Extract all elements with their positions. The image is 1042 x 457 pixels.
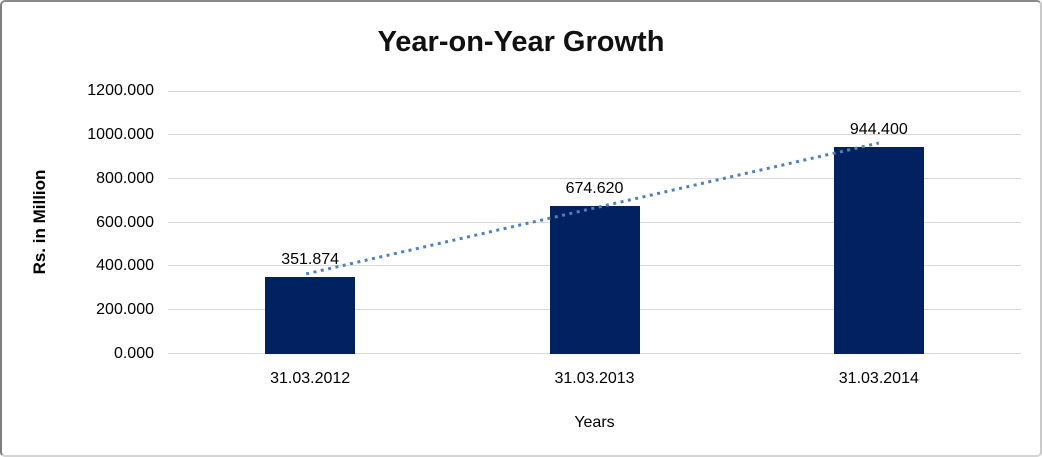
y-tick-label: 0.000 [113, 345, 154, 362]
x-tick-label: 31.03.2013 [554, 370, 635, 387]
trendline [305, 141, 880, 276]
gridline [168, 177, 1021, 179]
x-tick-label: 31.03.2012 [270, 370, 351, 387]
bar [265, 276, 356, 354]
y-tick-label: 200.000 [96, 301, 154, 319]
y-axis-tick-labels: 0.000 200.000 400.000 600.000 800.000 1000.00… [2, 82, 154, 362]
y-tick-label: 600.000 [96, 213, 154, 231]
chart-title: Year-on-Year Growth [377, 26, 665, 58]
y-tick-label: 800.000 [96, 169, 154, 187]
bar-value-label: 674.620 [565, 180, 624, 198]
bar [833, 147, 924, 354]
bar-value-label: 351.874 [281, 250, 340, 268]
bar [549, 206, 640, 354]
gridline [168, 91, 1021, 92]
plot-area: 351.874 674.620 944.400 [168, 91, 1021, 354]
y-tick-label: 1200.000 [87, 82, 154, 99]
x-axis-tick-labels: 31.03.2012 31.03.2013 31.03.2014 [168, 370, 1021, 392]
bar-value-label: 944.400 [849, 121, 908, 139]
y-tick-label: 400.000 [96, 257, 154, 275]
x-axis-title: Years [574, 414, 615, 431]
y-tick-label: 1000.000 [87, 125, 154, 143]
gridline [168, 133, 1021, 135]
x-tick-label: 31.03.2014 [838, 370, 919, 387]
